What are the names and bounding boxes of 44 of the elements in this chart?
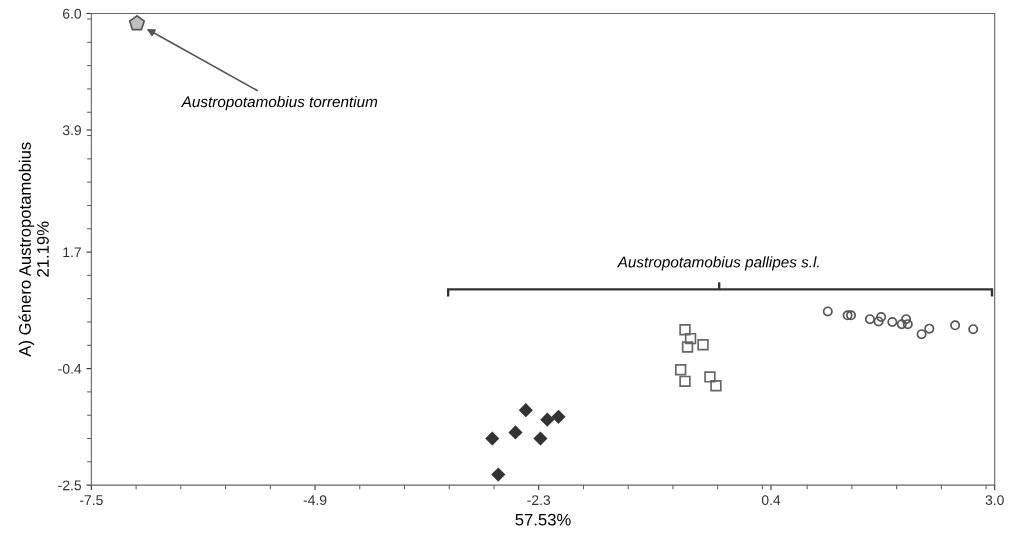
annotation: Austropotamobius pallipes s.l. bbox=[616, 256, 819, 271]
point bbox=[887, 316, 898, 327]
point bbox=[896, 319, 907, 330]
point bbox=[681, 341, 694, 353]
point bbox=[679, 375, 691, 388]
y-axis-title: A) Género Austropotamobius 21.19% bbox=[18, 142, 49, 357]
annotation: Austropotamobius torrentium bbox=[180, 95, 378, 111]
y-tick-label: 1.7 bbox=[63, 247, 81, 258]
x-tick-label: -2.3 bbox=[527, 495, 551, 506]
point bbox=[902, 319, 913, 330]
x-axis-title: 57.53% bbox=[515, 513, 571, 526]
point bbox=[968, 324, 979, 335]
point bbox=[846, 310, 857, 321]
point bbox=[508, 425, 523, 440]
x-tick-label: -4.9 bbox=[303, 495, 327, 506]
point bbox=[842, 310, 853, 321]
y-tick-label: -0.4 bbox=[58, 363, 82, 374]
point bbox=[485, 431, 499, 446]
point bbox=[710, 380, 722, 392]
point bbox=[519, 403, 533, 417]
x-tick-label: -7.5 bbox=[80, 495, 103, 506]
y-tick-label: 6.0 bbox=[63, 8, 82, 19]
point bbox=[876, 311, 887, 322]
point bbox=[674, 363, 687, 376]
point bbox=[704, 371, 716, 383]
y-tick-label: 3.9 bbox=[62, 125, 81, 136]
point bbox=[697, 339, 709, 351]
x-tick-label: 0.4 bbox=[761, 495, 781, 506]
point bbox=[864, 314, 875, 325]
point bbox=[873, 316, 884, 327]
point bbox=[822, 306, 833, 317]
point bbox=[901, 314, 912, 325]
point bbox=[916, 329, 927, 340]
point bbox=[540, 412, 555, 427]
point bbox=[924, 323, 935, 334]
point bbox=[533, 431, 548, 446]
point bbox=[950, 320, 961, 331]
point bbox=[551, 410, 566, 424]
point bbox=[679, 324, 691, 336]
point bbox=[491, 467, 506, 482]
x-tick-label: 3.0 bbox=[985, 495, 1004, 506]
point bbox=[684, 332, 697, 345]
point bbox=[128, 14, 146, 31]
y-tick-label: -2.5 bbox=[58, 480, 82, 491]
